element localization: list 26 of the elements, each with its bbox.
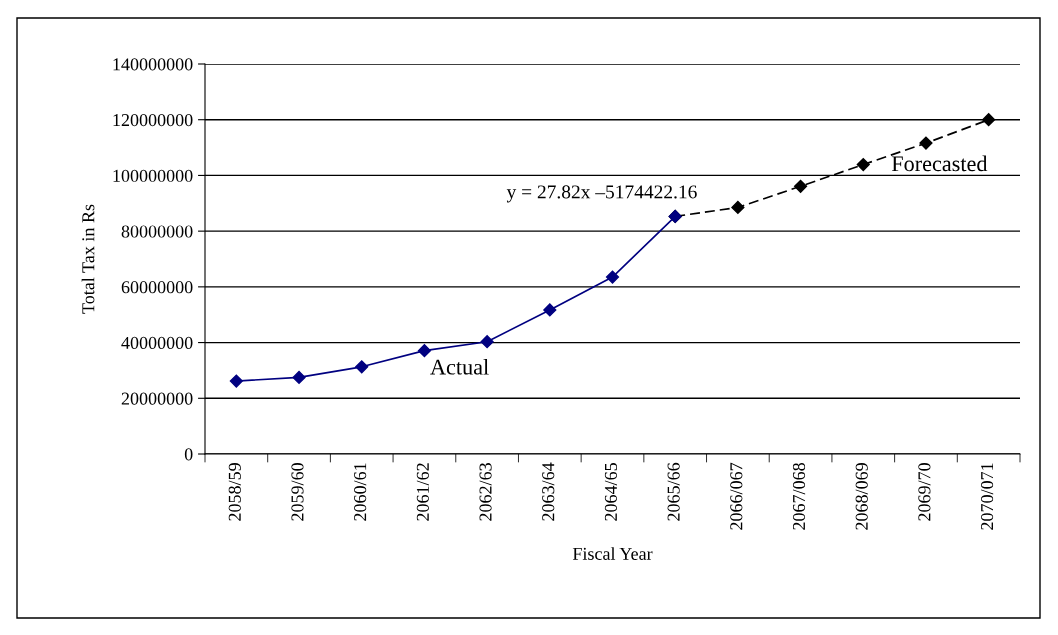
x-tick-label: 2070/071 bbox=[980, 463, 994, 530]
x-tick-label: 2062/63 bbox=[479, 463, 492, 521]
x-tick-label: 2060/61 bbox=[354, 463, 367, 521]
x-tick-label: 2059/60 bbox=[291, 463, 304, 521]
y-tick-label: 0 bbox=[184, 448, 193, 461]
series-label: Actual bbox=[430, 358, 489, 375]
y-axis-title: Total Tax in Rs bbox=[81, 204, 95, 314]
annotation: y = 27.82x –5174422.16 bbox=[506, 185, 697, 203]
y-tick-label: 20000000 bbox=[121, 392, 193, 405]
x-tick-label: 2058/59 bbox=[228, 463, 241, 521]
y-tick-label: 80000000 bbox=[121, 225, 193, 238]
series-label: Forecasted bbox=[891, 155, 988, 172]
y-tick-label: 40000000 bbox=[121, 336, 193, 350]
y-tick-label: 120000000 bbox=[113, 113, 193, 127]
x-axis-title: Fiscal Year bbox=[572, 547, 653, 560]
x-tick-label: 2068/069 bbox=[855, 463, 868, 530]
y-tick-label: 60000000 bbox=[121, 281, 193, 294]
y-tick-label: 100000000 bbox=[113, 169, 193, 182]
x-tick-label: 2061/62 bbox=[416, 463, 429, 521]
x-tick-label: 2069/70 bbox=[918, 463, 931, 521]
x-tick-label: 2065/66 bbox=[667, 462, 680, 521]
x-tick-label: 2067/068 bbox=[792, 463, 806, 530]
y-tick-label: 140000000 bbox=[113, 58, 193, 71]
x-tick-label: 2064/65 bbox=[604, 463, 618, 521]
x-tick-label: 2063/64 bbox=[542, 462, 555, 521]
x-tick-label: 2066/067 bbox=[730, 462, 743, 530]
